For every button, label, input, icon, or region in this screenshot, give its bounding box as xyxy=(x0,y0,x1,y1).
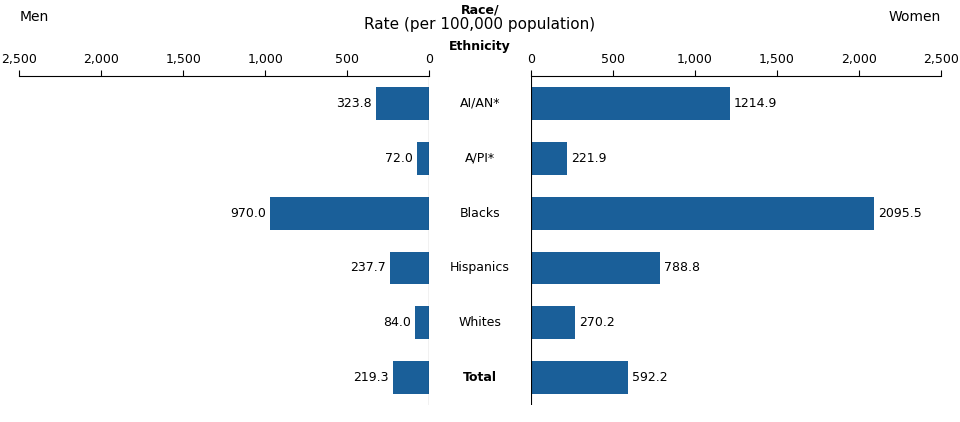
Text: Men: Men xyxy=(19,10,48,24)
Bar xyxy=(418,142,429,175)
Text: 323.8: 323.8 xyxy=(336,97,372,110)
Text: 970.0: 970.0 xyxy=(230,207,266,219)
Bar xyxy=(390,252,429,284)
Text: Race/: Race/ xyxy=(461,4,499,17)
Bar xyxy=(531,197,875,230)
Text: 84.0: 84.0 xyxy=(383,316,411,329)
Bar xyxy=(531,306,575,339)
Text: Ethnicity: Ethnicity xyxy=(449,40,511,53)
Text: Total: Total xyxy=(463,371,497,384)
Bar xyxy=(270,197,429,230)
Text: 72.0: 72.0 xyxy=(385,152,413,165)
Text: Whites: Whites xyxy=(459,316,501,329)
Text: A/PI*: A/PI* xyxy=(465,152,495,165)
Bar xyxy=(416,306,429,339)
Text: 788.8: 788.8 xyxy=(664,262,700,274)
Text: Rate (per 100,000 population): Rate (per 100,000 population) xyxy=(365,17,595,32)
Bar xyxy=(531,142,567,175)
Text: 270.2: 270.2 xyxy=(579,316,615,329)
Text: Blacks: Blacks xyxy=(460,207,500,219)
Bar xyxy=(531,361,628,394)
Text: 237.7: 237.7 xyxy=(350,262,386,274)
Text: 2095.5: 2095.5 xyxy=(878,207,923,219)
Text: 592.2: 592.2 xyxy=(632,371,667,384)
Text: 1214.9: 1214.9 xyxy=(734,97,778,110)
Text: AI/AN*: AI/AN* xyxy=(460,97,500,110)
Text: Hispanics: Hispanics xyxy=(450,262,510,274)
Bar xyxy=(376,87,429,120)
Bar xyxy=(394,361,429,394)
Bar xyxy=(531,252,660,284)
Text: 221.9: 221.9 xyxy=(571,152,607,165)
Bar xyxy=(531,87,730,120)
Text: Women: Women xyxy=(889,10,941,24)
Text: 219.3: 219.3 xyxy=(353,371,389,384)
